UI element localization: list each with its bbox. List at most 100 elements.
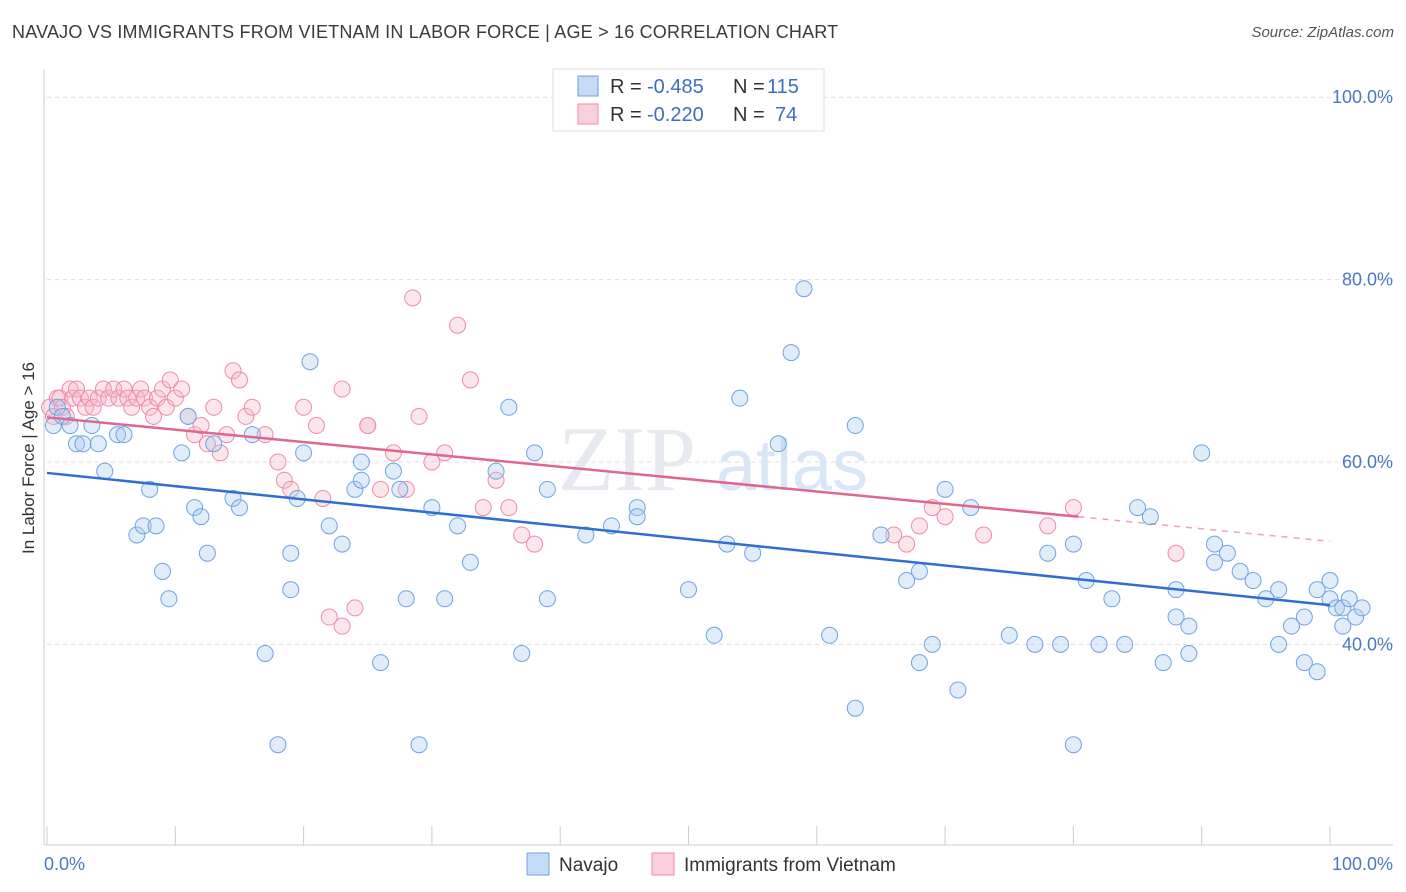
- y-axis-title: In Labor Force | Age > 16: [19, 362, 38, 554]
- point-vietnam: [474, 499, 492, 517]
- point-navajo: [1000, 626, 1018, 644]
- point-vietnam: [136, 389, 154, 407]
- point-vietnam: [436, 444, 454, 462]
- point-vietnam: [157, 398, 175, 416]
- point-vietnam: [44, 407, 62, 425]
- stats-swatch-navajo: [577, 75, 599, 97]
- point-navajo: [910, 562, 928, 580]
- point-navajo: [1206, 553, 1224, 571]
- watermark-atlas: atlas: [716, 426, 868, 506]
- point-navajo: [436, 590, 454, 608]
- point-navajo: [1327, 599, 1345, 617]
- point-navajo: [872, 526, 890, 544]
- point-vietnam: [500, 499, 518, 517]
- point-vietnam: [372, 480, 390, 498]
- chart-title: NAVAJO VS IMMIGRANTS FROM VIETNAM IN LAB…: [12, 22, 839, 42]
- point-vietnam: [224, 362, 242, 380]
- trend-line-navajo: [46, 471, 1331, 607]
- point-navajo: [372, 654, 390, 672]
- point-navajo: [898, 572, 916, 590]
- point-navajo: [1052, 635, 1070, 653]
- point-navajo: [1270, 581, 1288, 599]
- point-vietnam: [333, 617, 351, 635]
- y-tick-label: 60.0%: [1342, 452, 1393, 472]
- point-navajo: [628, 499, 646, 517]
- point-navajo: [1193, 444, 1211, 462]
- point-navajo: [141, 480, 159, 498]
- point-vietnam: [449, 316, 467, 334]
- stats-n-label-navajo: N =: [733, 76, 765, 98]
- legend: Navajo Immigrants from Vietnam: [526, 852, 896, 876]
- point-navajo: [1231, 562, 1249, 580]
- point-vietnam: [1039, 517, 1057, 535]
- point-vietnam: [320, 608, 338, 626]
- point-vietnam: [910, 517, 928, 535]
- point-navajo: [577, 526, 595, 544]
- point-vietnam: [1064, 499, 1082, 517]
- watermark-zip: ZIP: [558, 408, 696, 510]
- point-vietnam: [173, 380, 191, 398]
- point-vietnam: [84, 398, 102, 416]
- point-navajo: [526, 444, 544, 462]
- point-vietnam: [275, 471, 293, 489]
- point-navajo: [1129, 499, 1147, 517]
- point-navajo: [384, 462, 402, 480]
- point-navajo: [89, 435, 107, 453]
- point-navajo: [936, 480, 954, 498]
- point-navajo: [1064, 535, 1082, 553]
- point-navajo: [782, 344, 800, 362]
- point-vietnam: [110, 389, 128, 407]
- point-navajo: [1141, 508, 1159, 526]
- point-vietnam: [885, 526, 903, 544]
- stats-swatch-vietnam: [577, 103, 599, 125]
- point-vietnam: [132, 380, 150, 398]
- point-navajo: [173, 444, 191, 462]
- point-vietnam: [115, 380, 133, 398]
- point-navajo: [731, 389, 749, 407]
- point-vietnam: [384, 444, 402, 462]
- point-navajo: [147, 517, 165, 535]
- point-navajo: [410, 736, 428, 754]
- point-vietnam: [243, 398, 261, 416]
- point-navajo: [1321, 572, 1339, 590]
- point-navajo: [949, 681, 967, 699]
- point-navajo: [1270, 635, 1288, 653]
- series-navajo-points: [44, 280, 1371, 754]
- point-navajo: [1116, 635, 1134, 653]
- point-vietnam: [487, 471, 505, 489]
- point-vietnam: [71, 389, 89, 407]
- point-navajo: [449, 517, 467, 535]
- point-navajo: [538, 590, 556, 608]
- point-navajo: [186, 499, 204, 517]
- point-navajo: [1295, 608, 1313, 626]
- y-tick-label: 40.0%: [1342, 634, 1393, 654]
- point-navajo: [1180, 617, 1198, 635]
- point-navajo: [205, 435, 223, 453]
- point-vietnam: [1167, 544, 1185, 562]
- point-navajo: [269, 736, 287, 754]
- point-navajo: [128, 526, 146, 544]
- point-navajo: [230, 499, 248, 517]
- point-navajo: [295, 444, 313, 462]
- point-navajo: [68, 435, 86, 453]
- legend-swatch-navajo: [526, 852, 550, 876]
- point-navajo: [243, 426, 261, 444]
- point-navajo: [224, 489, 242, 507]
- point-vietnam: [123, 398, 141, 416]
- point-vietnam: [119, 389, 137, 407]
- point-navajo: [301, 353, 319, 371]
- point-vietnam: [89, 389, 107, 407]
- point-navajo: [1244, 572, 1262, 590]
- point-navajo: [192, 508, 210, 526]
- point-navajo: [61, 417, 79, 435]
- point-vietnam: [333, 380, 351, 398]
- stats-r-label-vietnam: R =: [610, 104, 642, 126]
- point-vietnam: [404, 289, 422, 307]
- stats-box: R = -0.485 N = 115 R = -0.220 N = 74: [552, 68, 825, 132]
- x-tick-label-end: 100.0%: [1332, 854, 1393, 874]
- point-navajo: [910, 654, 928, 672]
- point-navajo: [1180, 645, 1198, 662]
- point-vietnam: [269, 453, 287, 471]
- point-vietnam: [192, 417, 210, 435]
